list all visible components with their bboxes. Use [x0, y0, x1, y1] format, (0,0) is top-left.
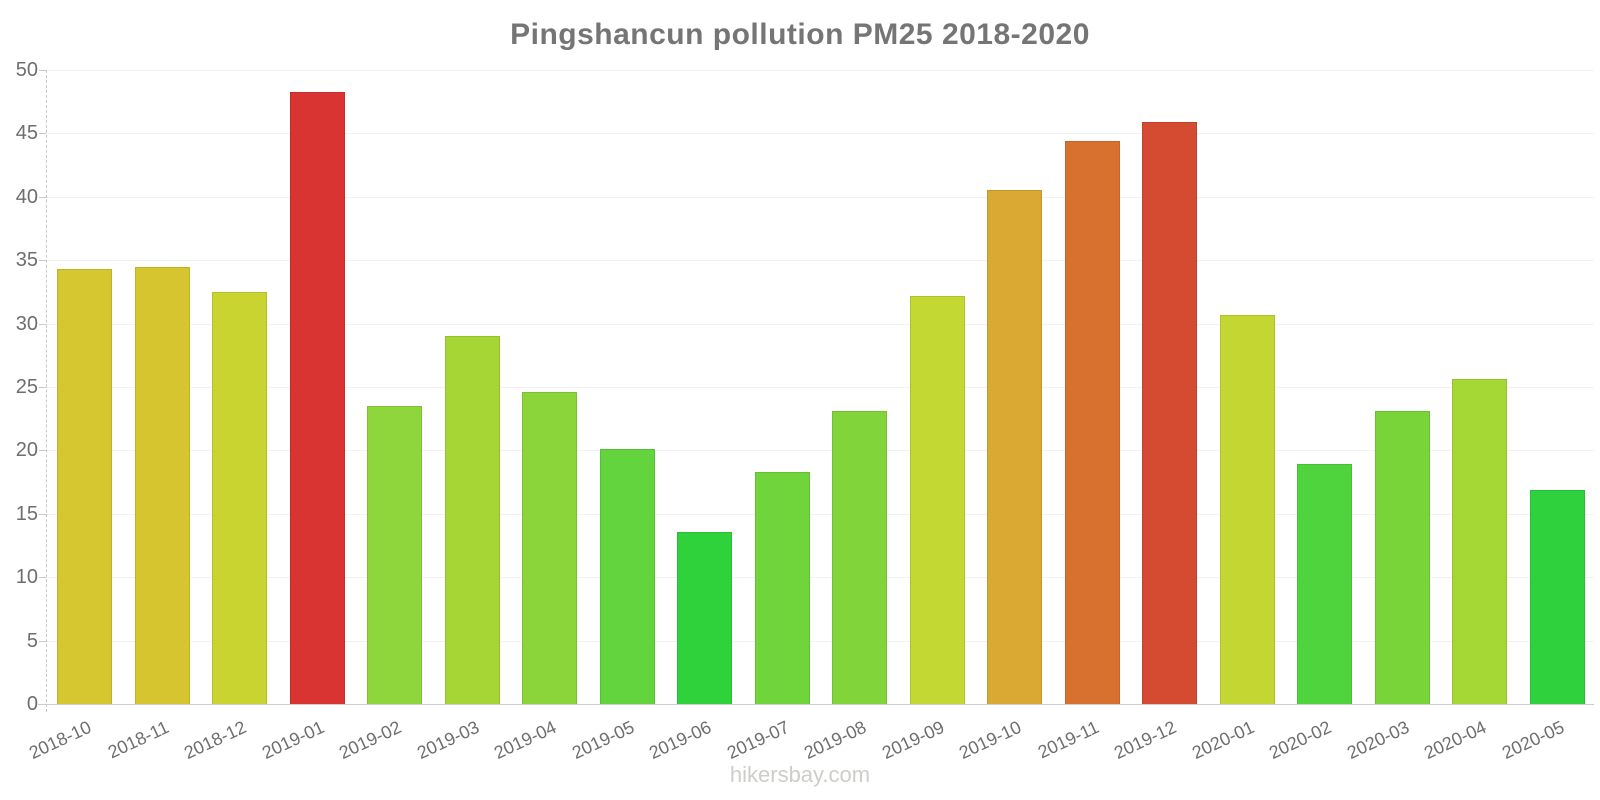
bar-2019-11[interactable]	[1064, 141, 1120, 704]
y-gridline	[46, 133, 1594, 134]
x-axis-label: 2019-05	[568, 716, 638, 763]
y-axis-label: 40	[15, 186, 38, 208]
bar-2019-12[interactable]	[1142, 121, 1197, 704]
y-axis-tick	[39, 133, 46, 134]
bar-2020-04[interactable]	[1452, 379, 1507, 704]
y-axis-line	[46, 70, 47, 712]
y-axis-tick	[39, 387, 46, 388]
x-axis-label: 2019-09	[878, 716, 948, 763]
bar-2020-02[interactable]	[1297, 464, 1352, 704]
y-axis-tick	[39, 450, 46, 451]
y-axis-label: 45	[15, 122, 38, 144]
y-axis-label: 25	[15, 376, 38, 398]
bar-2020-03[interactable]	[1374, 411, 1430, 704]
y-axis-tick	[39, 514, 46, 515]
y-gridline	[46, 514, 1594, 515]
bar-2019-10[interactable]	[987, 190, 1042, 704]
y-gridline	[46, 577, 1594, 578]
y-gridline	[46, 641, 1594, 642]
y-gridline	[46, 324, 1594, 325]
x-axis-label: 2020-05	[1498, 716, 1568, 763]
y-axis-tick	[39, 197, 46, 198]
x-axis-label: 2019-06	[646, 716, 715, 763]
watermark-text: hikersbay.com	[729, 762, 871, 787]
x-axis-label: 2019-07	[723, 716, 793, 763]
bar-2019-07[interactable]	[754, 471, 810, 704]
x-axis-label: 2018-11	[105, 716, 173, 763]
x-axis-label: 2020-04	[1421, 716, 1490, 763]
bar-2019-01[interactable]	[289, 91, 345, 704]
y-axis-label: 0	[26, 693, 38, 715]
x-axis-label: 2019-01	[258, 716, 328, 763]
bar-2019-08[interactable]	[832, 411, 887, 704]
x-axis-label: 2018-12	[181, 716, 250, 763]
y-gridline	[46, 70, 1594, 71]
x-axis-label: 2019-08	[801, 716, 870, 763]
y-gridline	[46, 387, 1594, 388]
bar-2019-03[interactable]	[444, 336, 500, 704]
y-axis-tick	[39, 260, 46, 261]
bar-2019-06[interactable]	[677, 531, 732, 704]
x-axis-label: 2020-01	[1188, 716, 1258, 763]
x-axis-label: 2019-10	[956, 716, 1025, 763]
bar-2018-10[interactable]	[57, 269, 112, 704]
y-axis-tick	[39, 641, 46, 642]
y-axis-label: 50	[15, 59, 38, 81]
chart-title: Pingshancun pollution PM25 2018-2020	[510, 18, 1090, 51]
bar-2019-09[interactable]	[909, 295, 965, 704]
bar-2020-01[interactable]	[1219, 314, 1275, 704]
y-axis-label: 30	[15, 313, 38, 335]
y-axis-tick	[39, 324, 46, 325]
y-gridline	[46, 260, 1594, 261]
x-axis-label: 2019-12	[1111, 716, 1180, 763]
bar-2019-04[interactable]	[522, 392, 577, 704]
y-gridline	[46, 450, 1594, 451]
y-axis-label: 15	[15, 503, 38, 525]
bar-2020-05[interactable]	[1529, 489, 1585, 704]
x-axis-label: 2019-03	[413, 716, 483, 763]
y-axis-label: 20	[15, 439, 38, 461]
y-axis-label: 10	[15, 566, 38, 588]
bar-2018-11[interactable]	[134, 266, 190, 704]
bar-2019-05[interactable]	[599, 449, 655, 704]
y-axis-label: 5	[26, 630, 38, 652]
y-axis-tick	[39, 577, 46, 578]
y-axis-label: 35	[15, 249, 38, 271]
x-axis-label: 2019-04	[491, 716, 560, 763]
x-axis-line	[38, 704, 1594, 705]
x-axis-label: 2020-02	[1266, 716, 1335, 763]
y-axis-tick	[39, 70, 46, 71]
y-gridline	[46, 197, 1594, 198]
x-axis-label: 2018-10	[26, 716, 95, 763]
bar-2019-02[interactable]	[367, 406, 422, 704]
x-axis-label: 2019-02	[336, 716, 405, 763]
bar-2018-12[interactable]	[212, 291, 267, 704]
x-axis-label: 2019-11	[1035, 716, 1103, 763]
x-axis-label: 2020-03	[1343, 716, 1413, 763]
